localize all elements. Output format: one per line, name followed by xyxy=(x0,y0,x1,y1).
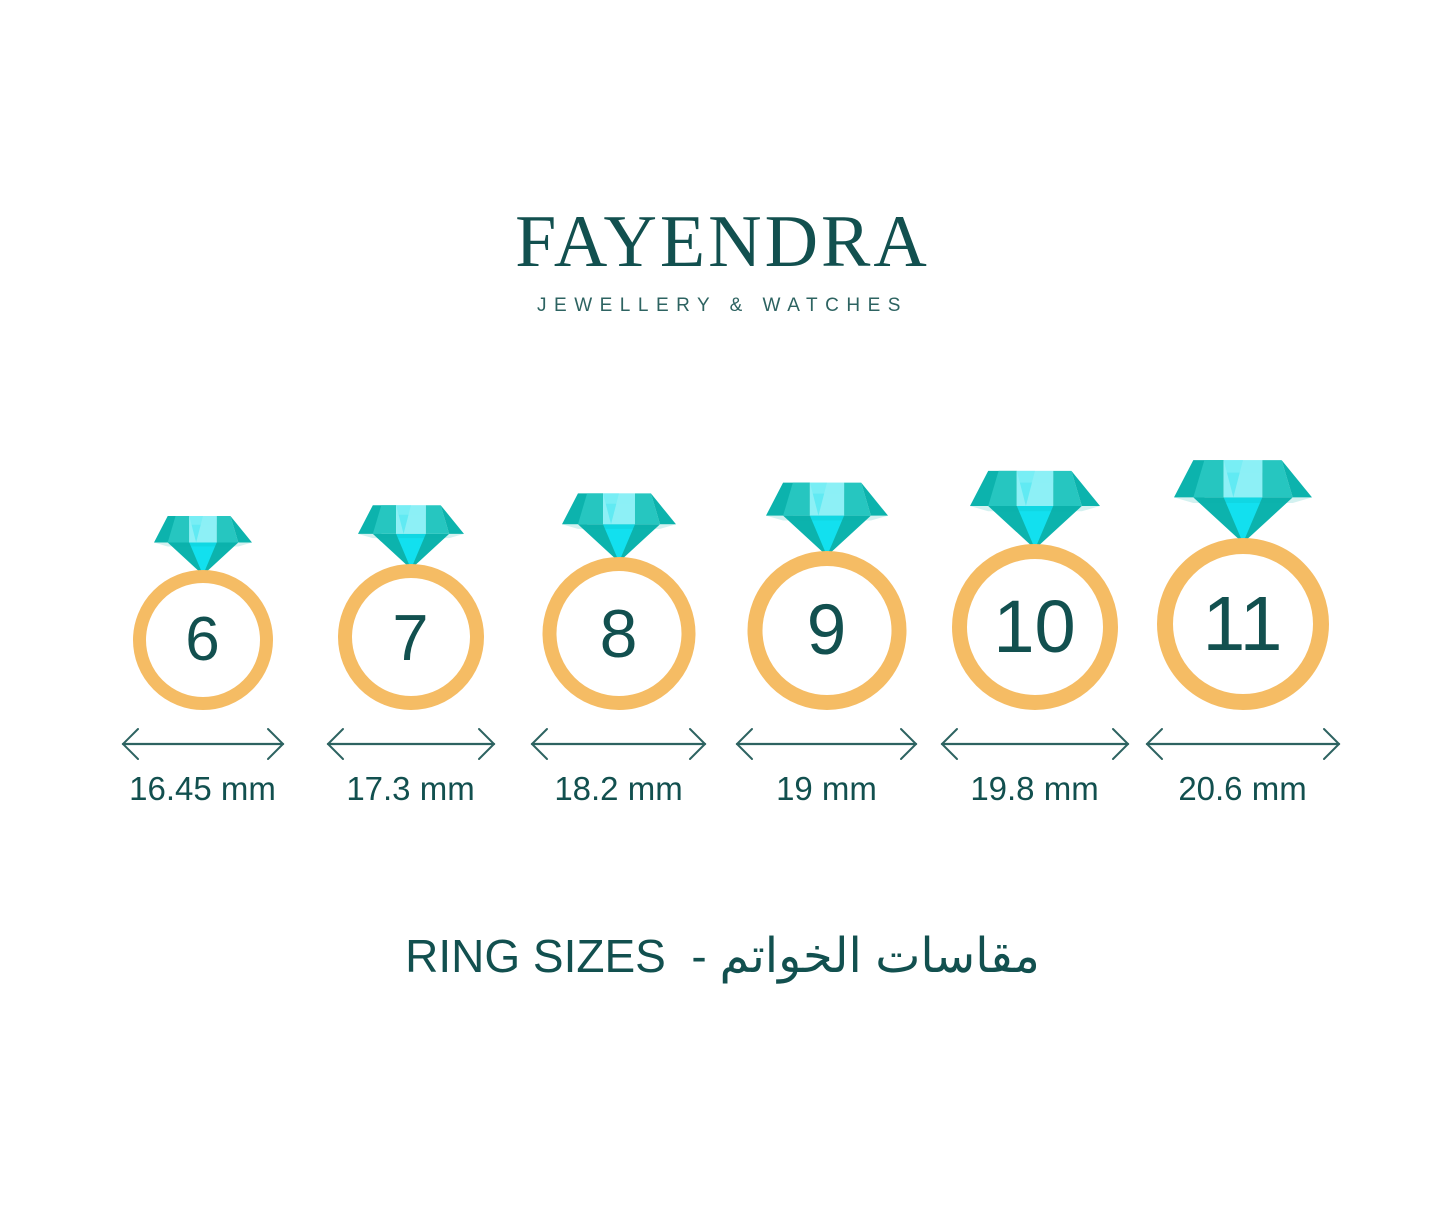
diamond-gem-svg xyxy=(153,515,252,575)
dimension-line xyxy=(735,724,918,764)
dimension-line xyxy=(326,724,496,764)
ring-illustration: 6 xyxy=(108,440,298,710)
ring-diameter-label: 16.45 mm xyxy=(129,770,276,807)
ring-illustration: 7 xyxy=(316,440,506,710)
ring-illustration: 11 xyxy=(1148,440,1338,710)
ring-size-number: 8 xyxy=(599,595,638,672)
ring-size-cell[interactable]: 7 17.3 mm xyxy=(307,440,515,808)
ring-size-cell[interactable]: 10 19.8 mm xyxy=(931,440,1139,808)
caption-english: RING SIZES xyxy=(405,930,666,982)
dimension-arrow-svg xyxy=(735,728,918,760)
diamond-icon xyxy=(357,502,464,574)
dimension-line xyxy=(940,724,1130,764)
diamond-gem-svg xyxy=(765,482,888,556)
diamond-icon xyxy=(765,479,888,561)
dimension-arrow-svg xyxy=(121,728,284,760)
ring-size-number: 11 xyxy=(1202,580,1283,667)
ring-size-number: 7 xyxy=(392,600,429,674)
dimension-arrow-svg xyxy=(940,728,1129,760)
dimension-arrow-svg xyxy=(530,728,707,760)
ring-diameter-label: 19 mm xyxy=(776,770,877,807)
diamond-icon xyxy=(1173,456,1312,548)
ring-band: 8 xyxy=(542,557,695,710)
brand-name: FAYENDRA xyxy=(515,201,930,283)
caption-arabic: مقاسات الخواتم xyxy=(719,930,1040,983)
ring-band: 11 xyxy=(1156,538,1329,710)
page-caption: RING SIZES - مقاسات الخواتم xyxy=(0,928,1445,984)
dimension-line xyxy=(1145,724,1341,764)
ring-size-row: 6 16.45 mm 7 17.3 mm xyxy=(0,440,1445,820)
ring-size-number: 10 xyxy=(993,585,1076,668)
dimension-line xyxy=(121,724,285,764)
ring-diameter-label: 20.6 mm xyxy=(1178,770,1307,807)
ring-size-cell[interactable]: 8 18.2 mm xyxy=(515,440,723,808)
caption-separator: - xyxy=(691,930,707,982)
diamond-gem-svg xyxy=(357,505,464,569)
ring-size-number: 6 xyxy=(185,605,220,674)
ring-size-number: 9 xyxy=(806,591,847,670)
brand-logo: FAYENDRA JEWELLERY & WATCHES xyxy=(0,205,1445,317)
diamond-icon xyxy=(153,513,252,580)
ring-band: 10 xyxy=(951,544,1118,710)
ring-diameter-label: 19.8 mm xyxy=(970,770,1099,807)
ring-size-cell[interactable]: 6 16.45 mm xyxy=(99,440,307,808)
ring-band: 9 xyxy=(747,551,906,710)
dimension-arrow-svg xyxy=(326,728,495,760)
dimension-arrow-svg xyxy=(1145,728,1340,760)
diamond-icon xyxy=(969,467,1100,554)
dimension-line xyxy=(530,724,707,764)
ring-diameter-label: 18.2 mm xyxy=(554,770,683,807)
ring-band: 7 xyxy=(337,564,484,710)
ring-size-cell[interactable]: 9 19 mm xyxy=(723,440,931,808)
ring-illustration: 9 xyxy=(732,440,922,710)
ring-band: 6 xyxy=(132,570,273,710)
diamond-gem-svg xyxy=(561,493,676,562)
ring-size-cell[interactable]: 11 20.6 mm xyxy=(1139,440,1347,808)
diamond-icon xyxy=(561,490,676,567)
ring-illustration: 8 xyxy=(524,440,714,710)
ring-diameter-label: 17.3 mm xyxy=(346,770,475,807)
ring-illustration: 10 xyxy=(940,440,1130,710)
diamond-gem-svg xyxy=(969,470,1100,549)
brand-tagline: JEWELLERY & WATCHES xyxy=(537,295,908,316)
diamond-gem-svg xyxy=(1173,460,1312,543)
